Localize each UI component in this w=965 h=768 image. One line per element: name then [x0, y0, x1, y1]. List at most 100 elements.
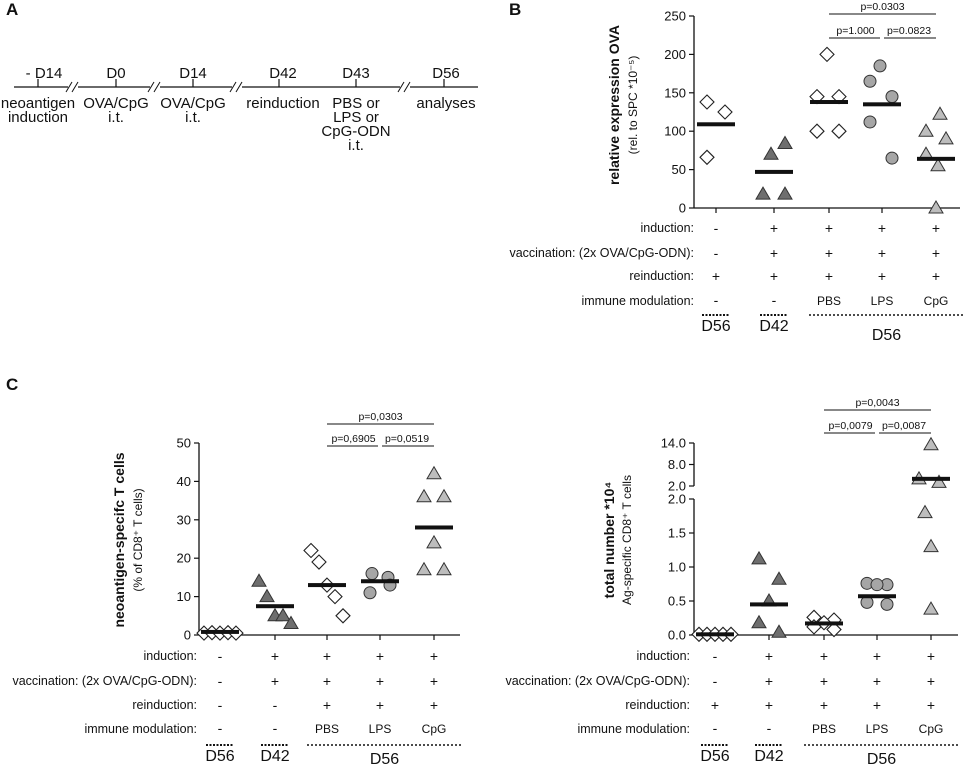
group-mean-bar — [858, 594, 896, 599]
immune-modulation-value: CpG — [919, 722, 944, 736]
data-point-triangle — [923, 538, 939, 553]
immune-modulation-value: - — [772, 292, 777, 308]
data-point-diamond — [311, 554, 327, 570]
condition-sign: - — [714, 220, 719, 236]
y-axis-title: total number *10⁴ — [601, 482, 617, 599]
timeline-event-label: PBS or — [332, 95, 380, 112]
data-point-diamond — [826, 621, 842, 638]
timeline-event-label: neoantigen — [1, 95, 75, 112]
data-point-triangle — [923, 436, 939, 451]
data-point-diamond — [699, 149, 715, 166]
immune-modulation-value: LPS — [866, 722, 889, 736]
immune-modulation-value: PBS — [812, 722, 836, 736]
data-point-triangle — [771, 624, 787, 638]
data-point-triangle — [918, 123, 934, 137]
y-tick-label: 250 — [664, 9, 686, 24]
condition-sign: + — [712, 268, 720, 284]
condition-sign: + — [323, 697, 331, 713]
condition-sign: + — [927, 697, 935, 713]
y-tick-label: 100 — [664, 124, 686, 139]
condition-sign: + — [927, 673, 935, 689]
y-tick-label: 30 — [177, 512, 191, 527]
condition-sign: + — [878, 268, 886, 284]
data-point-triangle — [251, 573, 267, 587]
condition-sign: + — [932, 220, 940, 236]
group-mean-bar — [361, 579, 399, 584]
condition-sign: + — [932, 245, 940, 261]
data-point-diamond — [327, 588, 343, 605]
group-mean-bar — [201, 629, 239, 634]
timeline-day-label: - D14 — [26, 65, 63, 82]
group-label: D56 — [370, 751, 399, 768]
condition-sign: - — [218, 648, 223, 664]
y-axis-title: neoantigen-specifc T cells — [111, 452, 127, 627]
y-tick-label: 0 — [184, 628, 191, 643]
group-label: D56 — [701, 318, 730, 335]
timeline-event-label: analyses — [416, 95, 475, 112]
condition-sign: + — [770, 245, 778, 261]
p-value-label: p=0,6905 — [331, 433, 375, 445]
immune-modulation-value: PBS — [315, 722, 339, 736]
condition-sign: + — [271, 648, 279, 664]
y-tick-label: 50 — [177, 436, 191, 451]
timeline-day-label: D56 — [432, 65, 460, 82]
condition-row-label: induction: — [143, 649, 197, 663]
condition-row-label: vaccination: (2x OVA/CpG-ODN): — [505, 674, 690, 688]
group-label: D56 — [872, 327, 901, 344]
data-point-diamond — [335, 608, 351, 624]
condition-sign: + — [430, 648, 438, 664]
group-mean-bar — [697, 122, 735, 127]
panel-label-b: B — [509, 0, 521, 19]
p-value-label: p=0,0079 — [828, 420, 872, 432]
data-point-triangle — [751, 614, 767, 629]
data-point-circle — [863, 115, 877, 129]
data-point-triangle — [436, 561, 452, 576]
p-value-label: p=0,0087 — [882, 420, 926, 432]
panel-label-c: C — [6, 375, 18, 394]
condition-sign: + — [878, 220, 886, 236]
group-mean-bar — [805, 621, 843, 626]
condition-sign: + — [765, 648, 773, 664]
timeline-event-label: OVA/CpG — [160, 95, 226, 112]
condition-sign: + — [765, 673, 773, 689]
condition-sign: + — [770, 268, 778, 284]
data-point-circle — [365, 567, 379, 581]
condition-sign: - — [273, 697, 278, 713]
immune-modulation-value: - — [767, 720, 772, 736]
immune-modulation-value: LPS — [369, 722, 392, 736]
condition-sign: + — [878, 245, 886, 261]
y-tick-label: 150 — [664, 85, 686, 100]
group-mean-bar — [917, 156, 955, 161]
data-point-triangle — [928, 200, 944, 214]
data-point-triangle — [436, 488, 452, 503]
y-tick-label: 0.5 — [668, 594, 686, 609]
p-value-label: p=0,0043 — [855, 397, 899, 409]
timeline-break-mark — [229, 81, 237, 93]
data-point-circle — [873, 59, 887, 73]
data-point-triangle — [275, 607, 291, 622]
group-mean-bar — [696, 632, 734, 637]
y-tick-label: 8.0 — [668, 457, 686, 472]
condition-sign: + — [376, 673, 384, 689]
group-label: D42 — [260, 748, 289, 765]
condition-sign: + — [323, 648, 331, 664]
group-mean-bar — [415, 525, 453, 530]
condition-row-label: immune modulation: — [581, 294, 694, 308]
timeline-break-mark — [71, 81, 79, 93]
data-point-circle — [885, 90, 899, 104]
condition-row-label: induction: — [640, 221, 694, 235]
timeline-event-label: i.t. — [108, 109, 124, 126]
immune-modulation-value: - — [713, 720, 718, 736]
immune-modulation-value: - — [714, 292, 719, 308]
condition-sign: + — [271, 673, 279, 689]
p-value-label: p=0.0823 — [887, 25, 931, 37]
data-point-triangle — [777, 135, 793, 149]
condition-sign: + — [820, 648, 828, 664]
data-point-triangle — [283, 615, 299, 629]
data-point-triangle — [931, 474, 947, 488]
data-point-triangle — [930, 157, 946, 172]
data-point-triangle — [932, 106, 948, 120]
data-point-triangle — [751, 550, 767, 565]
y-tick-label: 2.0 — [668, 479, 686, 494]
data-point-diamond — [831, 123, 847, 139]
